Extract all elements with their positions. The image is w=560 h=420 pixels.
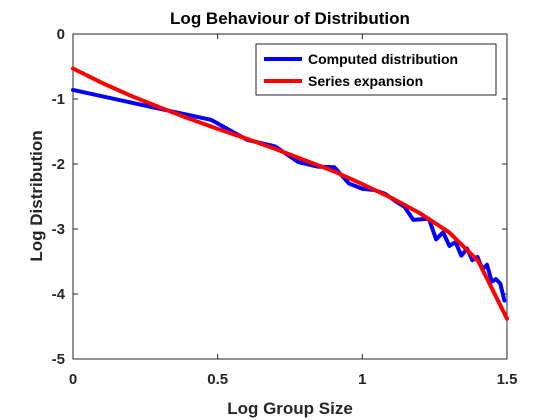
y-tick-label: -2: [52, 156, 65, 173]
x-tick-label: 0.5: [207, 371, 228, 388]
y-tick-label: -1: [52, 91, 65, 108]
legend-label-series: Series expansion: [308, 73, 423, 89]
x-tick-label: 0: [69, 371, 77, 388]
x-tick-label: 1.5: [497, 371, 518, 388]
legend-box: [255, 43, 497, 96]
series-line-series-expansion: [71, 66, 509, 321]
y-tick-label: -3: [52, 221, 65, 238]
legend-label-computed: Computed distribution: [308, 51, 458, 67]
y-tick-label: -4: [52, 286, 66, 303]
legend: Computed distribution Series expansion: [255, 43, 497, 96]
x-tick-label: 1: [358, 371, 366, 388]
y-axis-title: Log Distribution: [27, 130, 46, 261]
axis-ticks: 0 0.5 1 1.5 0 -1 -2 -3 -4 -5: [52, 26, 518, 388]
chart-title: Log Behaviour of Distribution: [170, 9, 410, 28]
x-axis-title: Log Group Size: [227, 399, 353, 418]
series-group: [71, 66, 509, 321]
y-tick-label: -5: [52, 351, 65, 368]
y-tick-label: 0: [57, 26, 65, 43]
